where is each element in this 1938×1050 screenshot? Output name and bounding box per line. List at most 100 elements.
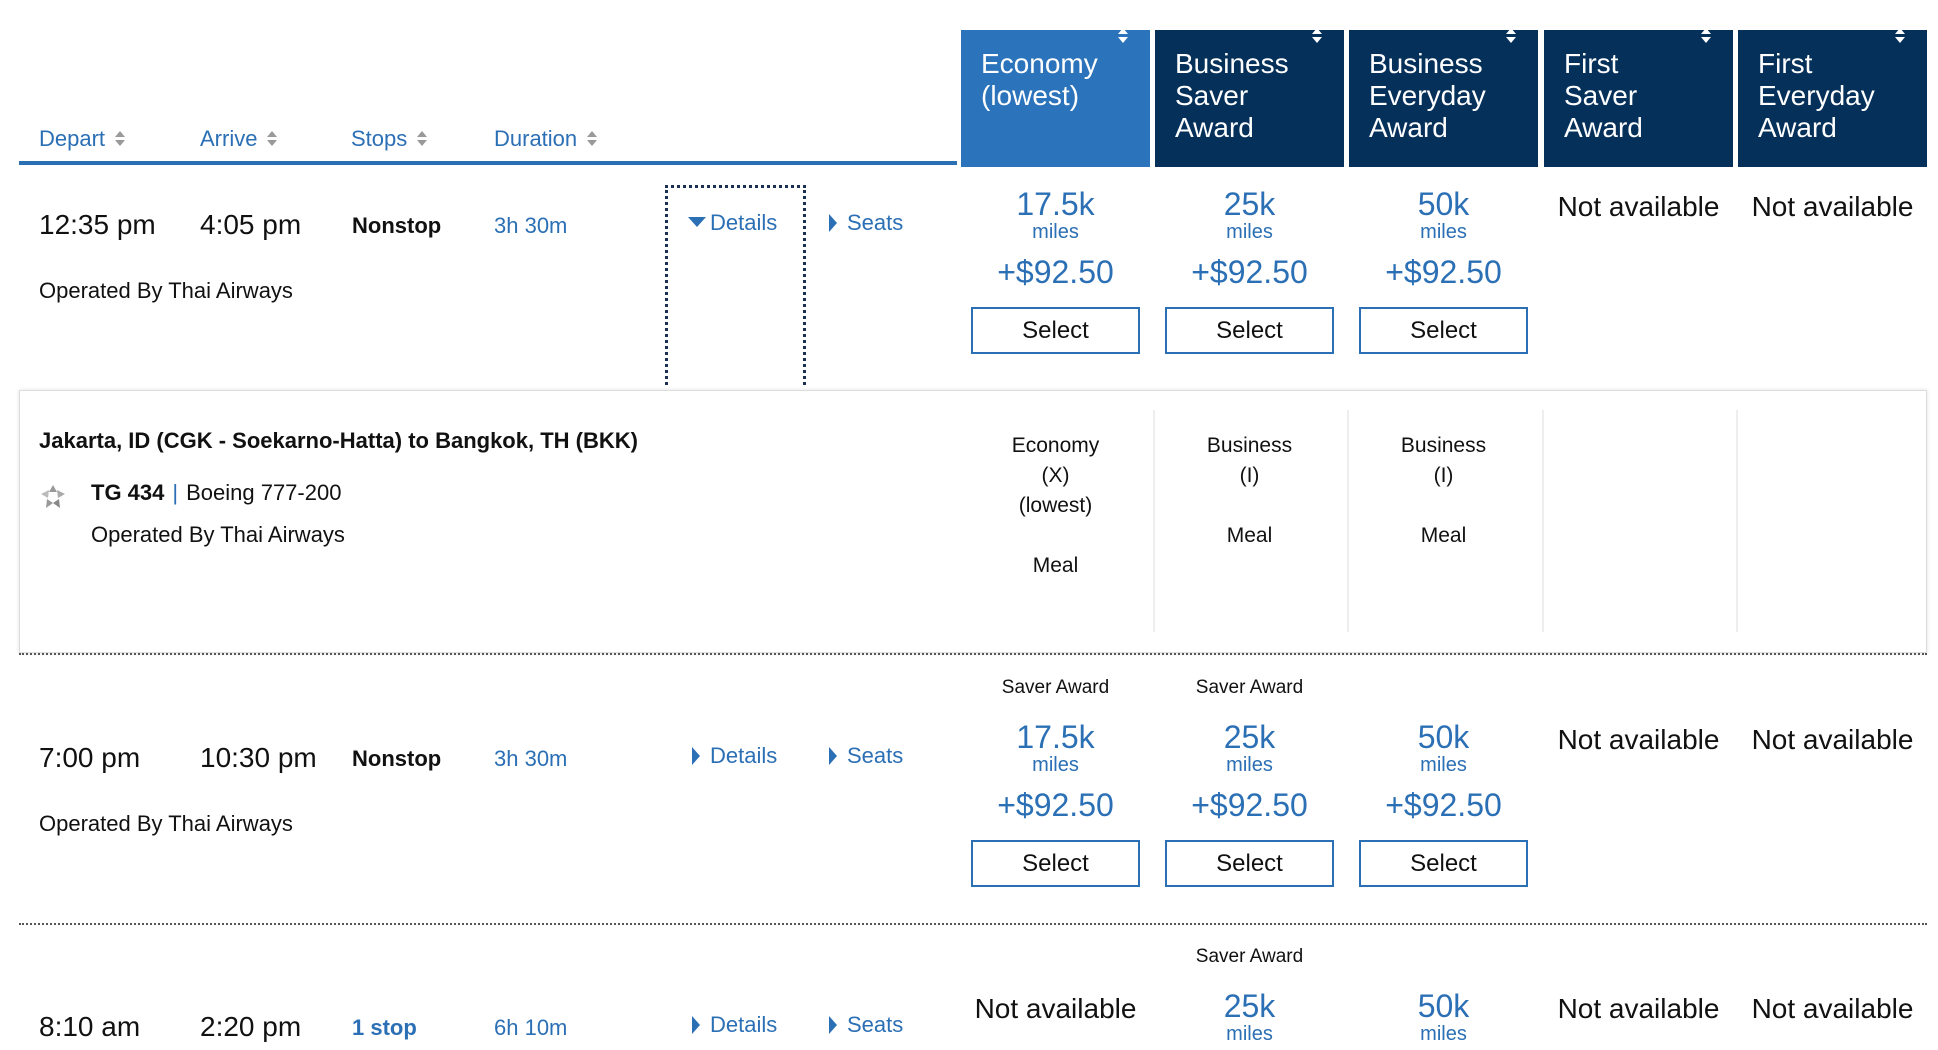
fare-column-label: First Saver Award [1564, 48, 1643, 143]
fare-column-header[interactable]: First Everyday Award [1738, 28, 1927, 167]
arrive-time: 2:20 pm [200, 1011, 302, 1042]
seats-label: Seats [847, 1012, 904, 1037]
seats-link[interactable]: Seats [829, 210, 903, 236]
cabin-line: Economy [1011, 434, 1100, 457]
cabin-line: Meal [1032, 554, 1079, 577]
sort-label: Depart [39, 126, 106, 151]
sort-icon [1895, 28, 1905, 145]
details-label: Details [710, 210, 778, 235]
caret-right-icon [829, 1016, 837, 1034]
fare-price: +$92.50 [1385, 787, 1502, 823]
depart-time: 12:35 pm [39, 209, 156, 240]
arrive-time: 4:05 pm [200, 209, 302, 240]
flight-number: TG 434 [91, 480, 165, 505]
cabin-line: Business [1206, 434, 1293, 457]
fare-miles-label: miles [1420, 1023, 1467, 1045]
caret-down-icon [688, 217, 706, 227]
sort-duration[interactable]: Duration [494, 126, 598, 152]
fare-miles-label: miles [1420, 221, 1467, 243]
fare-price: +$92.50 [1191, 787, 1308, 823]
duration: 6h 10m [494, 1015, 568, 1040]
fare-miles-label: miles [1226, 221, 1273, 243]
arrive-time: 10:30 pm [200, 742, 317, 773]
select-fare-button[interactable]: Select [971, 307, 1140, 354]
not-available: Not available [1557, 191, 1720, 222]
details-link[interactable]: Details [692, 1012, 777, 1038]
saver-award-badge: Saver Award [1195, 946, 1304, 967]
fare-cell: 17.5k miles +$92.50 Select [961, 719, 1150, 887]
details-focus-outline [665, 185, 806, 385]
select-fare-button[interactable]: Select [971, 840, 1140, 887]
sort-label: Duration [494, 126, 578, 151]
fare-cell: 50k miles +$92.50 Select [1349, 186, 1538, 354]
details-link[interactable]: Details [692, 743, 777, 769]
depart-time: 7:00 pm [39, 742, 141, 773]
seats-link[interactable]: Seats [829, 743, 903, 769]
sort-icon [417, 130, 428, 146]
fare-column-header[interactable]: Business Saver Award [1155, 28, 1344, 167]
seats-label: Seats [847, 743, 904, 768]
fare-column-header[interactable]: First Saver Award [1544, 28, 1733, 167]
caret-right-icon [692, 747, 700, 765]
stops[interactable]: 1 stop [352, 1015, 417, 1040]
sort-label: Arrive [200, 126, 258, 151]
select-fare-button[interactable]: Select [1359, 307, 1528, 354]
cabin-line: (I) [1239, 464, 1260, 487]
fare-cell: 25k miles [1155, 988, 1344, 1044]
fare-miles-label: miles [1032, 221, 1079, 243]
fare-miles-label: miles [1420, 754, 1467, 776]
fare-cell: 25k miles +$92.50 Select [1155, 719, 1344, 887]
cabin-line: Meal [1420, 524, 1467, 547]
sort-depart[interactable]: Depart [39, 126, 126, 152]
fare-miles: 25k [1223, 186, 1276, 222]
sort-stops[interactable]: Stops [351, 126, 428, 152]
saver-award-badge: Saver Award [1195, 677, 1304, 698]
fare-price: +$92.50 [997, 254, 1114, 290]
fare-miles: 17.5k [1016, 186, 1095, 222]
fare-miles: 50k [1417, 719, 1470, 755]
aircraft: Boeing 777-200 [186, 480, 342, 505]
select-fare-button[interactable]: Select [1165, 840, 1334, 887]
cabin-line: (X) [1041, 464, 1070, 487]
caret-right-icon [692, 1016, 700, 1034]
stops: Nonstop [352, 213, 442, 238]
details-link[interactable]: Details [688, 210, 777, 236]
sort-icon [1701, 28, 1711, 145]
stops: Nonstop [352, 746, 442, 771]
fare-miles: 25k [1223, 719, 1276, 755]
fare-column-header[interactable]: Business Everyday Award [1349, 28, 1538, 167]
row-divider [19, 923, 1927, 925]
column-divider [1542, 410, 1544, 632]
saver-award-badge: Saver Award [1001, 677, 1110, 698]
fare-miles-label: miles [1032, 754, 1079, 776]
cabin-line [1349, 491, 1538, 521]
select-fare-button[interactable]: Select [1165, 307, 1334, 354]
fare-column-label: Business Everyday Award [1369, 48, 1486, 143]
cabin-line: (lowest) [1018, 494, 1093, 517]
duration: 3h 30m [494, 213, 568, 238]
not-available: Not available [1751, 993, 1914, 1024]
column-divider [1347, 410, 1349, 632]
details-label: Details [710, 743, 778, 768]
fare-miles: 17.5k [1016, 719, 1095, 755]
cabin-line: Business [1400, 434, 1487, 457]
sort-icon [115, 130, 126, 146]
star-alliance-icon [41, 485, 65, 508]
cabin-info: Business (I) Meal [1349, 431, 1538, 551]
header-divider [19, 161, 957, 165]
fare-cell: 25k miles +$92.50 Select [1155, 186, 1344, 354]
cabin-info: Business (I) Meal [1155, 431, 1344, 551]
seats-link[interactable]: Seats [829, 1012, 903, 1038]
cabin-line: (I) [1433, 464, 1454, 487]
fare-column-header[interactable]: Economy (lowest) [961, 28, 1150, 167]
sort-arrive[interactable]: Arrive [200, 126, 278, 152]
cabin-line [1155, 491, 1344, 521]
fare-price: +$92.50 [1385, 254, 1502, 290]
column-divider [1153, 410, 1155, 632]
select-fare-button[interactable]: Select [1359, 840, 1528, 887]
sort-label: Stops [351, 126, 408, 151]
fare-cell: 17.5k miles +$92.50 Select [961, 186, 1150, 354]
fare-cell: 50k miles +$92.50 Select [1349, 719, 1538, 887]
sort-icon [1312, 28, 1322, 145]
cabin-line: Meal [1226, 524, 1273, 547]
